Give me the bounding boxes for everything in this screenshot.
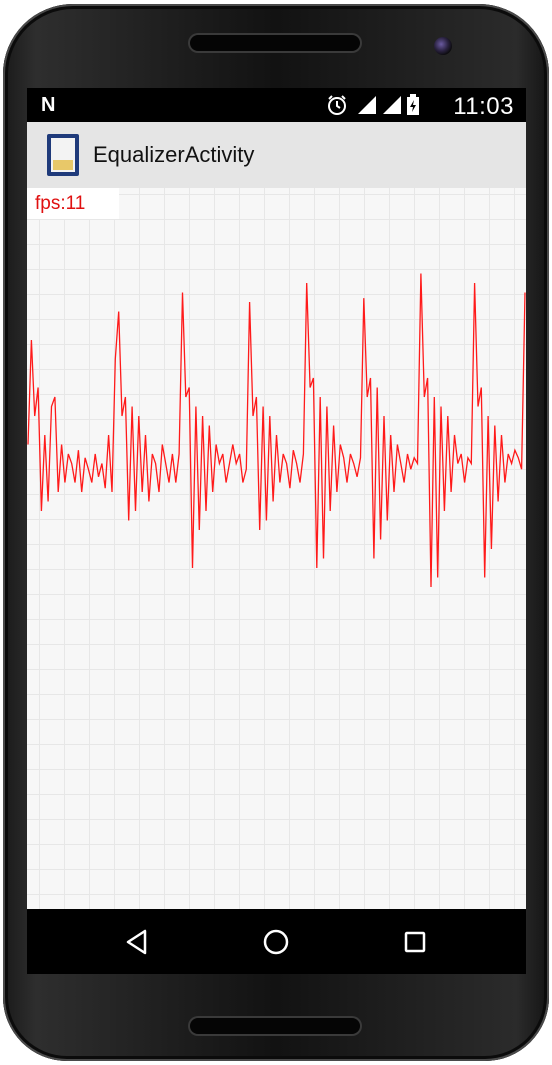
navigation-bar <box>27 909 526 974</box>
status-time: 11:03 <box>453 93 514 120</box>
waveform-line <box>27 273 526 588</box>
top-speaker-grille <box>190 35 360 51</box>
back-icon[interactable] <box>123 927 153 957</box>
alarm-icon <box>328 95 346 115</box>
front-camera <box>434 37 452 55</box>
status-bar: N 11:03 <box>27 88 526 122</box>
app-icon[interactable] <box>47 134 79 176</box>
action-bar: EqualizerActivity <box>27 122 526 189</box>
notification-n-icon: N <box>41 94 56 116</box>
app-icon-tag <box>53 160 73 170</box>
fps-counter: fps:11 <box>27 188 119 219</box>
equalizer-view: fps:11 <box>27 188 526 909</box>
signal-icon <box>358 96 376 114</box>
recents-icon[interactable] <box>400 927 430 957</box>
app-title: EqualizerActivity <box>93 142 255 167</box>
bottom-speaker-grille <box>190 1018 360 1034</box>
waveform-chart <box>27 273 526 588</box>
home-icon[interactable] <box>261 927 291 957</box>
battery-icon <box>407 94 419 115</box>
screen: N 11:03 <box>27 88 526 974</box>
wifi-icon <box>383 96 401 114</box>
